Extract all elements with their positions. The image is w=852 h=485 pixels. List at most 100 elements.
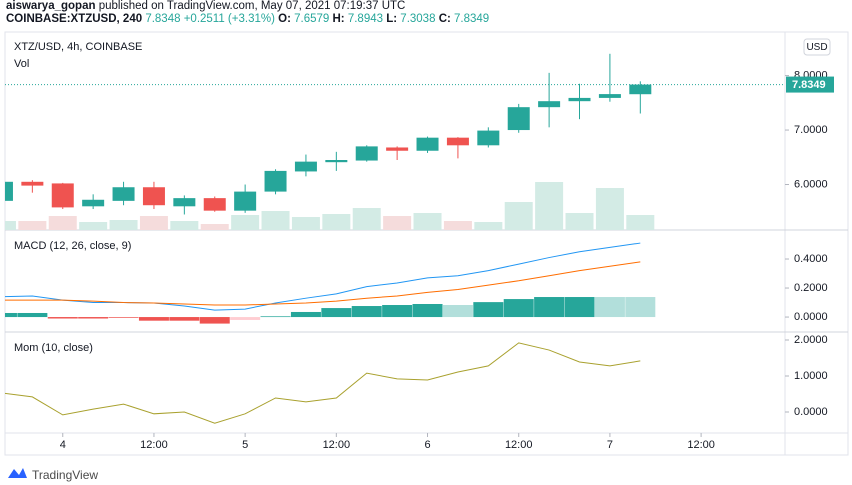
volume-bar xyxy=(5,221,16,230)
volume-bar xyxy=(474,222,503,230)
candle-body xyxy=(234,191,257,211)
macd-line xyxy=(5,242,641,311)
volume-bar xyxy=(170,221,199,230)
volume-bar xyxy=(352,208,381,230)
momentum-line xyxy=(5,342,641,424)
candle-body xyxy=(142,187,165,206)
histogram-bar xyxy=(442,305,473,318)
volume-title: Vol xyxy=(14,58,29,70)
histogram-bar xyxy=(625,297,656,318)
footer-logo: TradingView xyxy=(8,468,98,482)
volume-bar xyxy=(626,215,655,230)
candle-body xyxy=(325,160,348,163)
histogram-bar xyxy=(564,297,595,318)
author-line: aiswarya_gopan published on TradingView.… xyxy=(6,0,405,12)
pane-title: MACD (12, 26, close, 9) xyxy=(14,240,131,252)
h-label: H: xyxy=(332,13,345,25)
histogram-bar xyxy=(230,317,261,320)
volume-bar xyxy=(565,213,594,230)
volume-bar xyxy=(109,220,138,230)
histogram-bar xyxy=(260,316,291,318)
brand: TradingView xyxy=(32,468,98,482)
candle-body xyxy=(416,137,439,151)
candle-body xyxy=(203,198,226,211)
histogram-bar xyxy=(290,311,321,318)
histogram-bar xyxy=(78,317,109,319)
y-tick-label: 6.0000 xyxy=(794,178,828,190)
last-price-label: 7.8349 xyxy=(792,79,826,91)
histogram-bar xyxy=(5,312,17,318)
candle-body xyxy=(82,199,105,207)
x-tick-label: 12:00 xyxy=(323,439,351,451)
o-label: O: xyxy=(278,13,291,25)
volume-bar xyxy=(443,221,472,230)
histogram-bar xyxy=(108,317,139,318)
volume-bar xyxy=(200,224,229,230)
candle-body xyxy=(5,181,13,201)
h-value: 7.8943 xyxy=(347,13,384,25)
candle-body xyxy=(598,94,621,98)
volume-bar xyxy=(139,216,168,230)
pane-title: XTZ/USD, 4h, COINBASE xyxy=(14,41,142,53)
change: +0.2511 (+3.31%) xyxy=(183,13,275,25)
volume-bar xyxy=(383,216,412,230)
author: aiswarya_gopan xyxy=(6,0,96,12)
symbol-line: COINBASE:XTZUSD, 240 7.8348 +0.2511 (+3.… xyxy=(6,13,489,25)
candle-body xyxy=(507,107,530,131)
y-tick-label: 1.0000 xyxy=(794,370,828,382)
histogram-bar xyxy=(351,306,382,318)
candle-body xyxy=(386,147,409,151)
currency[interactable]: USD xyxy=(806,42,827,53)
histogram-bar xyxy=(503,299,534,318)
volume-bar xyxy=(291,217,320,230)
c-value: 7.8349 xyxy=(454,13,490,25)
histogram-bar xyxy=(17,312,48,318)
x-tick-label: 12:00 xyxy=(140,439,168,451)
histogram-bar xyxy=(169,317,200,321)
histogram-bar xyxy=(321,308,352,318)
candle-body xyxy=(51,183,74,208)
histogram-bar xyxy=(473,302,504,318)
frame xyxy=(4,31,849,456)
x-tick-label: 5 xyxy=(242,439,248,451)
volume-bar xyxy=(504,202,533,230)
currency-button[interactable] xyxy=(803,38,831,56)
candle-body xyxy=(294,161,317,172)
x-tick-label: 12:00 xyxy=(687,439,715,451)
histogram-bar xyxy=(412,303,443,318)
volume-bar xyxy=(18,221,47,230)
volume-bar xyxy=(413,213,442,230)
y-tick-label: 7.0000 xyxy=(794,124,828,136)
volume-bar xyxy=(535,182,564,230)
candle-body xyxy=(173,198,196,207)
plot-area xyxy=(5,53,656,424)
last: 7.8348 xyxy=(145,13,181,25)
volume-bar xyxy=(595,188,624,230)
candle-body xyxy=(112,187,135,201)
histogram-bar xyxy=(382,305,413,318)
candle-body xyxy=(629,84,652,95)
candle-body xyxy=(355,146,378,161)
l-value: 7.3038 xyxy=(400,13,436,25)
symbol: COINBASE:XTZUSD, 240 xyxy=(6,13,143,25)
y-tick-label: 0.4000 xyxy=(794,253,828,265)
y-tick-label: 0.2000 xyxy=(794,282,828,294)
last-price-box xyxy=(786,76,834,93)
pane-title: Mom (10, close) xyxy=(14,342,93,354)
candle-body xyxy=(477,130,500,146)
published: published on TradingView.com, May 07, 20… xyxy=(98,0,406,12)
macd-line xyxy=(5,261,641,306)
candle-body xyxy=(568,97,591,102)
o-value: 7.6579 xyxy=(294,13,330,25)
candle-body xyxy=(538,101,561,108)
x-tick-label: 4 xyxy=(60,439,66,451)
volume-bar xyxy=(79,222,108,230)
volume-bar xyxy=(48,216,77,230)
histogram-bar xyxy=(138,317,169,321)
candle-body xyxy=(264,170,287,192)
volume-bar xyxy=(261,211,290,230)
x-tick-label: 7 xyxy=(607,439,613,451)
y-tick-label: 2.0000 xyxy=(794,334,828,346)
